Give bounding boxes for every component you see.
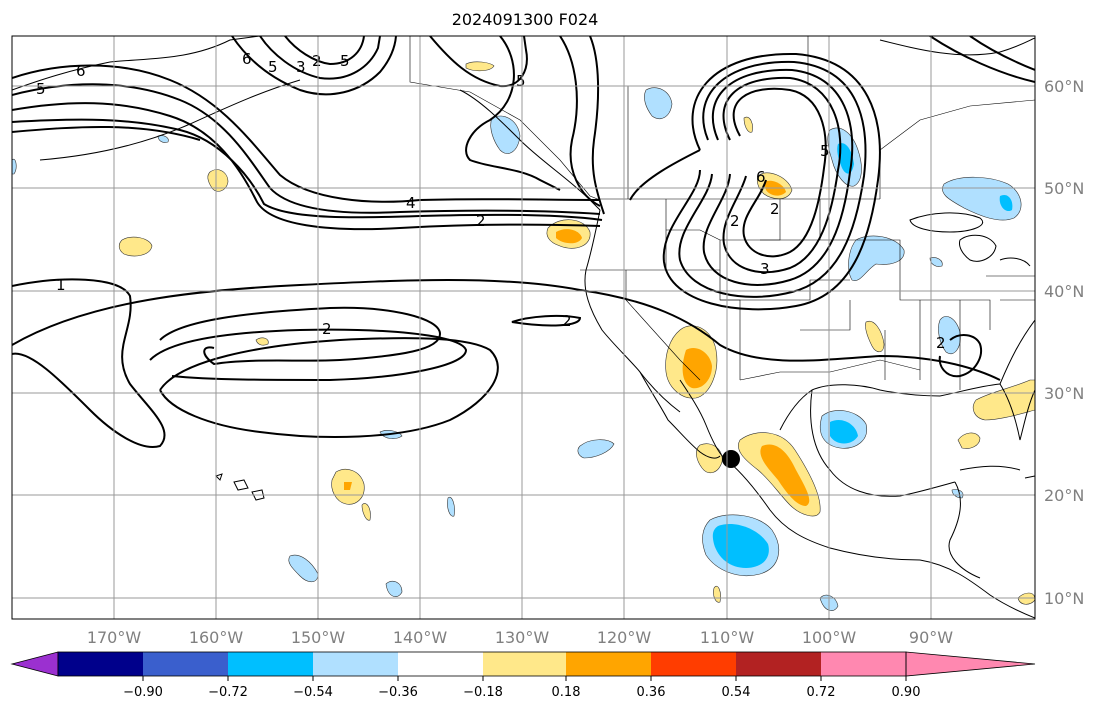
- contour-label: 2: [312, 52, 322, 70]
- lon-label: 130°W: [495, 628, 550, 647]
- longitude-labels: 170°W 160°W 150°W 140°W 130°W 120°W 110°…: [87, 628, 953, 647]
- contour-label: 1: [56, 276, 66, 294]
- contour-label: 6: [756, 168, 766, 186]
- contour-label: 2: [476, 212, 486, 230]
- storm-center-marker: [722, 450, 740, 468]
- contour-label: 5: [340, 52, 350, 70]
- colorbar-tick-label: −0.36: [378, 685, 418, 700]
- colorbar-tick-label: −0.54: [293, 685, 333, 700]
- colorbar-segment: [58, 652, 143, 676]
- colorbar: −0.90 −0.72 −0.54 −0.36 −0.18 0.18 0.36 …: [10, 651, 1036, 700]
- latitude-labels: 60°N 50°N 40°N 30°N 20°N 10°N: [1044, 77, 1084, 608]
- contour-label: 2: [770, 200, 780, 218]
- lat-label: 50°N: [1044, 179, 1084, 198]
- colorbar-tick-label: 0.36: [637, 685, 666, 700]
- contour-label: 2: [936, 334, 946, 352]
- lon-label: 160°W: [189, 628, 244, 647]
- colorbar-segment: [398, 652, 483, 676]
- contour-label: 5: [516, 72, 526, 90]
- colorbar-tick-label: −0.18: [463, 685, 503, 700]
- contour-label: 2: [322, 320, 332, 338]
- colorbar-segment: [483, 652, 566, 676]
- lon-label: 100°W: [802, 628, 857, 647]
- colorbar-segment: [228, 652, 313, 676]
- lon-label: 110°W: [700, 628, 755, 647]
- colorbar-segment: [821, 652, 906, 676]
- colorbar-segment: [566, 652, 651, 676]
- contour-label: 3: [296, 58, 306, 76]
- colorbar-tick-label: 0.72: [807, 685, 836, 700]
- contour-label: 6: [76, 62, 86, 80]
- colorbar-right-extension: [905, 651, 1036, 677]
- colorbar-tick-label: 0.54: [722, 685, 751, 700]
- colorbar-left-extension: [10, 651, 59, 677]
- lat-label: 30°N: [1044, 384, 1084, 403]
- shaded-anomalies: [12, 61, 1035, 611]
- colorbar-tick-label: 0.18: [552, 685, 581, 700]
- contour-labels: 6 5 6 5 3 2 5 5 4 2 1 2 2 2 6 2 3 5 2: [36, 50, 946, 352]
- lat-label: 40°N: [1044, 282, 1084, 301]
- contour-label: 5: [36, 80, 46, 98]
- lon-label: 120°W: [597, 628, 652, 647]
- map-frame: [11, 35, 1036, 620]
- contour-label: 2: [562, 312, 572, 330]
- colorbar-tick-label: 0.90: [892, 685, 921, 700]
- contour-label: 3: [760, 260, 770, 278]
- contour-label: 6: [242, 50, 252, 68]
- contour-label: 2: [730, 212, 740, 230]
- gridlines: [12, 36, 1035, 619]
- contour-label: 5: [820, 142, 830, 160]
- colorbar-segment: [651, 652, 736, 676]
- contour-label: 5: [268, 58, 278, 76]
- lon-label: 90°W: [909, 628, 953, 647]
- colorbar-segment: [143, 652, 228, 676]
- coastlines: [12, 36, 1035, 619]
- map-title: 2024091300 F024: [451, 10, 599, 29]
- lat-label: 20°N: [1044, 486, 1084, 505]
- colorbar-segment: [313, 652, 398, 676]
- contour-label: 4: [406, 194, 416, 212]
- lon-label: 150°W: [291, 628, 346, 647]
- lat-label: 10°N: [1044, 589, 1084, 608]
- lon-label: 170°W: [87, 628, 142, 647]
- colorbar-tick-label: −0.72: [208, 685, 248, 700]
- colorbar-tick-label: −0.90: [123, 685, 163, 700]
- colorbar-segment: [736, 652, 821, 676]
- lon-label: 140°W: [393, 628, 448, 647]
- lat-label: 60°N: [1044, 77, 1084, 96]
